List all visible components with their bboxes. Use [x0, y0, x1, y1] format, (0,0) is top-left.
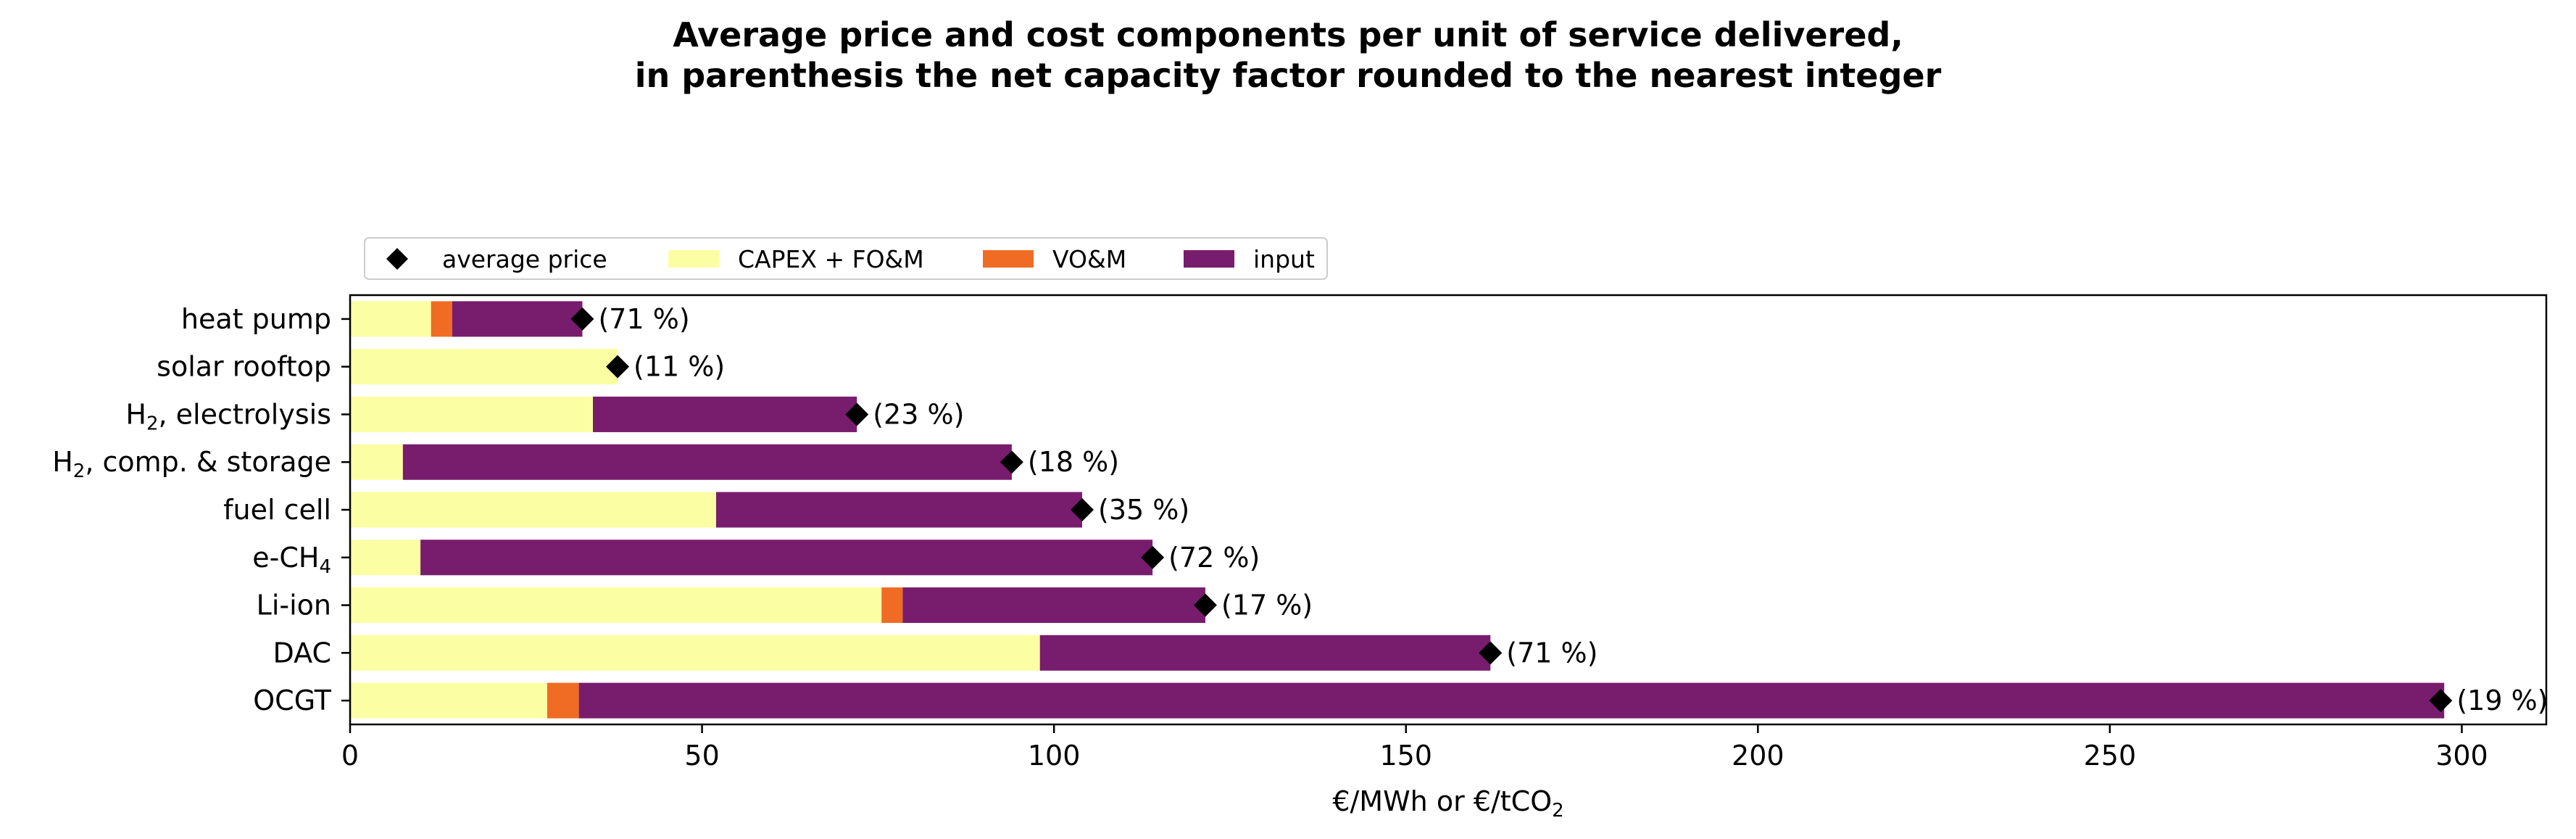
legend-label-average-price: average price [442, 245, 607, 273]
x-tick-label: 300 [2435, 740, 2488, 772]
bar-input-fuel-cell [716, 492, 1082, 528]
x-tick-label: 100 [1028, 740, 1081, 772]
capacity-factor-label: (35 %) [1098, 494, 1189, 526]
average-price-marker-h2-comp-storage [1000, 450, 1023, 474]
y-tick-label: heat pump [181, 303, 331, 335]
capacity-factor-label: (23 %) [873, 398, 964, 430]
bar-vo-m-li-ion [881, 587, 903, 624]
average-price-marker-ocgt [2429, 689, 2453, 713]
bar-capex-fo-m-ocgt [350, 682, 547, 719]
capacity-factor-label: (17 %) [1221, 590, 1313, 621]
chart-title-line-2: in parenthesis the net capacity factor r… [635, 56, 1942, 95]
legend-frame [364, 237, 1328, 280]
bar-capex-fo-m-dac [350, 635, 1040, 671]
bar-capex-fo-m-h2-electrolysis [350, 396, 594, 432]
y-tick-label: fuel cell [223, 494, 331, 526]
average-price-marker-heat-pump [570, 307, 594, 331]
y-tick-label: OCGT [253, 685, 332, 716]
legend-label-capex-fo-m: CAPEX + FO&M [738, 245, 924, 273]
average-price-marker-h2-electrolysis [845, 402, 869, 426]
bar-capex-fo-m-h2-comp-storage [350, 444, 403, 480]
capacity-factor-label: (71 %) [598, 303, 689, 335]
chart-title-line-1: Average price and cost components per un… [673, 15, 1903, 54]
bar-input-ocgt [578, 682, 2445, 719]
average-price-marker-dac [1479, 641, 1503, 665]
x-tick-label: 150 [1379, 740, 1432, 772]
bar-capex-fo-m-li-ion [350, 587, 882, 624]
bar-input-h2-electrolysis [593, 396, 857, 432]
average-price-markers [570, 307, 2453, 713]
average-price-marker-e-ch4 [1141, 545, 1165, 569]
y-tick-label: Li-ion [257, 590, 331, 621]
bar-vo-m-ocgt [547, 682, 579, 719]
bar-vo-m-heat-pump [431, 301, 452, 337]
average-price-marker-solar-rooftop [606, 355, 630, 379]
average-price-marker-li-ion [1193, 593, 1217, 617]
bar-input-dac [1039, 635, 1491, 671]
bars-layer [350, 301, 2445, 719]
x-tick-label: 200 [1732, 740, 1784, 772]
chart-title: Average price and cost components per un… [635, 15, 1942, 95]
x-tick-label: 50 [684, 740, 719, 772]
capacity-factor-label: (71 %) [1506, 637, 1597, 669]
capacity-factor-label: (19 %) [2456, 685, 2548, 716]
y-tick-label: DAC [273, 637, 331, 669]
legend-swatch-input [1184, 250, 1234, 268]
bar-capex-fo-m-e-ch4 [350, 540, 421, 576]
bar-input-h2-comp-storage [402, 444, 1012, 480]
bar-input-li-ion [902, 587, 1205, 624]
bar-capex-fo-m-solar-rooftop [350, 349, 618, 385]
average-price-marker-fuel-cell [1071, 498, 1094, 521]
y-tick-label: H2, comp. & storage [52, 446, 331, 482]
capacity-factor-label: (11 %) [633, 351, 725, 383]
legend-label-vo-m: VO&M [1052, 245, 1126, 273]
x-tick-label: 0 [341, 740, 359, 772]
y-tick-label: solar rooftop [157, 351, 331, 383]
capacity-factor-label: (18 %) [1028, 446, 1119, 478]
x-axis-label: €/MWh or €/tCO2 [1332, 785, 1563, 822]
legend-swatch-vo-m [983, 250, 1034, 268]
capacity-factor-label: (72 %) [1168, 542, 1260, 574]
legend-swatch-capex-fo-m [668, 250, 719, 268]
bar-input-e-ch4 [420, 540, 1153, 576]
x-tick-label: 250 [2084, 740, 2137, 772]
y-tick-label: H2, electrolysis [125, 398, 331, 434]
bar-input-heat-pump [452, 301, 583, 337]
y-tick-label: e-CH4 [252, 542, 331, 578]
y-axis: heat pump solar rooftop H2, electrolysis H2… [52, 303, 350, 716]
capacity-factor-labels: (71 %) (11 %) (23 %) (18 %) (35 %) (72 %) (17 … [598, 303, 2548, 716]
legend: average price CAPEX + FO&M VO&M input [364, 237, 1328, 280]
legend-label-input: input [1253, 245, 1315, 273]
bar-capex-fo-m-fuel-cell [350, 492, 716, 528]
x-axis: 0 50 100 150 200 250 300 [341, 724, 2488, 772]
legend-average-price-marker [386, 248, 408, 270]
bar-capex-fo-m-heat-pump [350, 301, 431, 337]
